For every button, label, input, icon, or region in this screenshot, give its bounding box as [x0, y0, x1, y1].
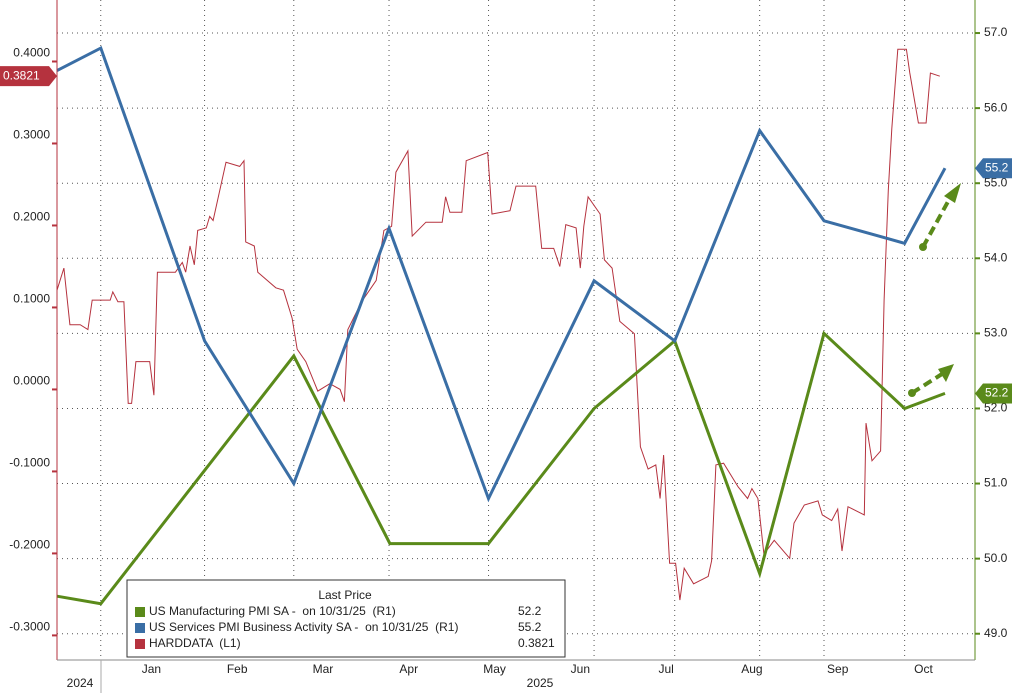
x-tick-label: Mar	[313, 662, 334, 676]
x-tick-label: Feb	[227, 662, 248, 676]
legend: Last Price US Manufacturing PMI SA - on …	[126, 579, 566, 658]
arrow-dot	[908, 389, 916, 397]
annotation-arrows	[910, 197, 952, 395]
y2-tick-label: 55.0	[984, 175, 1008, 189]
lines	[56, 45, 947, 606]
series-line	[56, 330, 946, 606]
legend-swatch	[135, 607, 145, 617]
y-tick-label: -0.3000	[9, 620, 50, 634]
last-value-label: 52.2	[985, 386, 1009, 400]
last-value-tag	[975, 158, 1012, 179]
legend-swatch	[135, 623, 145, 633]
y2-tick-label: 52.0	[984, 401, 1008, 415]
x-tick-label: May	[483, 662, 506, 676]
x-tick-label: Sep	[827, 662, 849, 676]
y-tick-label: -0.1000	[9, 456, 50, 470]
y-tick-label: 0.3000	[13, 128, 50, 142]
year-label: 2025	[527, 676, 554, 690]
legend-label: HARDDATA (L1)	[149, 636, 241, 650]
arrow-head	[944, 183, 961, 203]
legend-value: 55.2	[518, 620, 542, 634]
year-label: 2024	[67, 676, 94, 690]
legend-value: 52.2	[518, 604, 542, 618]
y-tick-label: 0.4000	[13, 46, 50, 60]
x-tick-label: Aug	[741, 662, 762, 676]
grid	[57, 0, 975, 660]
legend-value: 0.3821	[518, 636, 555, 650]
arrow-head	[938, 364, 954, 382]
y-tick-label: -0.2000	[9, 538, 50, 552]
arrow-dot	[919, 243, 927, 251]
y2-tick-label: 53.0	[984, 326, 1008, 340]
x-tick-label: Apr	[399, 662, 418, 676]
y-tick-label: 0.0000	[13, 374, 50, 388]
last-value-tag	[975, 383, 1012, 404]
legend-label: US Manufacturing PMI SA - on 10/31/25 (R…	[149, 604, 396, 618]
y2-tick-label: 54.0	[984, 250, 1008, 264]
arrow	[910, 372, 944, 395]
last-value-label: 55.2	[985, 160, 1009, 174]
x-tick-label: Oct	[914, 662, 933, 676]
x-tick-label: Jul	[658, 662, 673, 676]
y2-tick-label: 56.0	[984, 100, 1008, 114]
y2-tick-label: 57.0	[984, 25, 1008, 39]
series-line	[56, 48, 940, 601]
y2-tick-label: 50.0	[984, 551, 1008, 565]
y-tick-label: 0.1000	[13, 292, 50, 306]
legend-label: US Services PMI Business Activity SA - o…	[149, 620, 458, 634]
x-tick-label: Jan	[142, 662, 161, 676]
legend-title: Last Price	[318, 588, 372, 602]
series-line	[56, 45, 947, 503]
legend-box	[126, 579, 566, 658]
x-tick-label: Jun	[571, 662, 590, 676]
last-value-tag	[0, 66, 57, 87]
y2-tick-label: 49.0	[984, 626, 1008, 640]
y-tick-label: 0.2000	[13, 210, 50, 224]
legend-swatch	[135, 639, 145, 649]
last-value-label: 0.3821	[3, 68, 40, 82]
y2-tick-label: 51.0	[984, 476, 1008, 490]
arrow	[921, 197, 952, 248]
